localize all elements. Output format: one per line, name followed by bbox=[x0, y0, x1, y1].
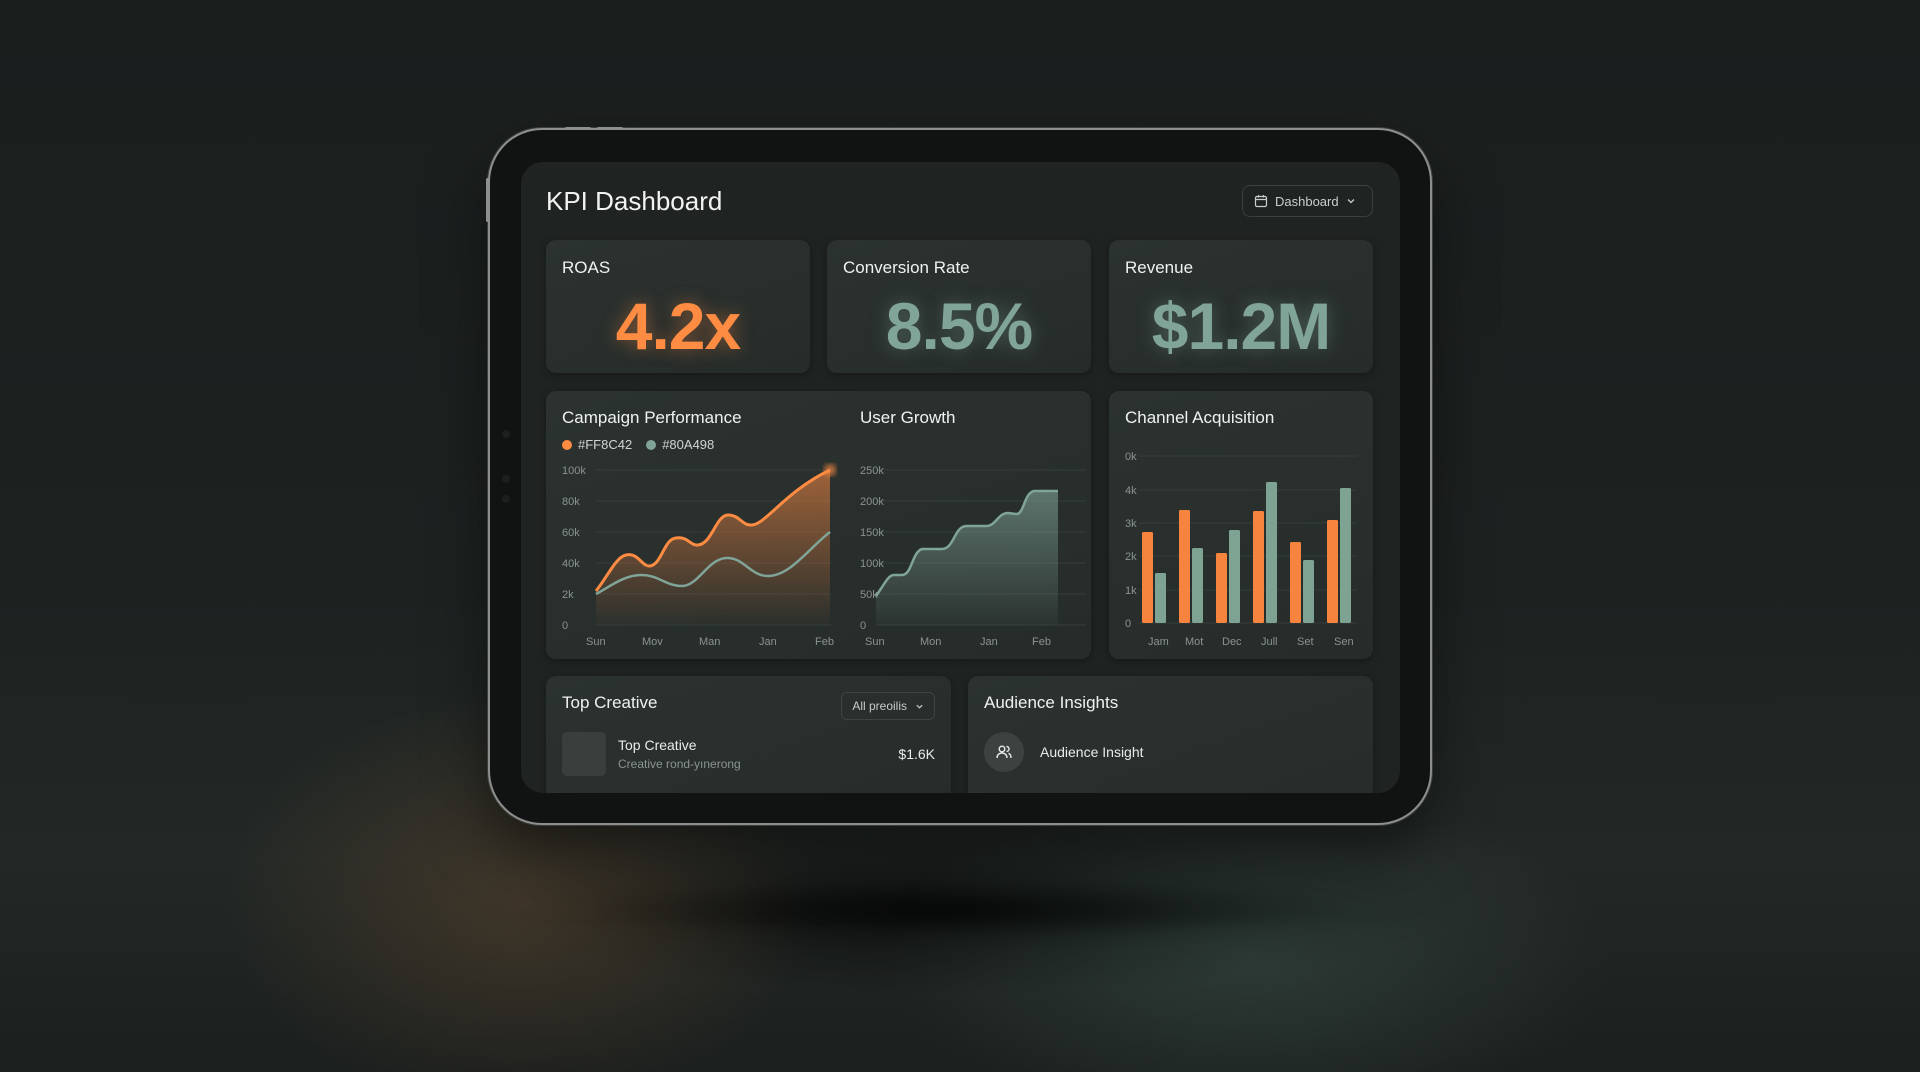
kpi-card-roas: ROAS 4.2x bbox=[546, 240, 810, 373]
svg-text:150k: 150k bbox=[860, 527, 884, 539]
svg-text:Sen: Sen bbox=[1334, 636, 1354, 648]
dropdown-label: Dashboard bbox=[1275, 193, 1339, 209]
creative-thumbnail[interactable] bbox=[562, 732, 606, 776]
creative-subtitle: Creative rond-yınerong bbox=[618, 757, 741, 771]
svg-text:4k: 4k bbox=[1125, 485, 1137, 497]
kpi-value: $1.2M bbox=[1151, 289, 1331, 363]
svg-text:0k: 0k bbox=[1125, 451, 1137, 463]
dashboard-dropdown[interactable]: Dashboard bbox=[1242, 185, 1373, 217]
svg-text:0: 0 bbox=[860, 620, 866, 632]
svg-text:Mov: Mov bbox=[642, 636, 663, 648]
campaign-performance-chart: 100k 80k 60k 40k 2k 0 Sun Mov Man Jan Feb bbox=[562, 464, 836, 648]
svg-text:Mon: Mon bbox=[920, 636, 941, 648]
calendar-icon bbox=[1254, 195, 1268, 208]
kpi-value: 4.2x bbox=[615, 289, 741, 363]
svg-text:Jull: Jull bbox=[1261, 636, 1278, 648]
svg-text:40k: 40k bbox=[562, 558, 580, 570]
svg-text:2k: 2k bbox=[562, 589, 574, 601]
charts-card: Campaign Performance #FF8C42 #80A498 Use… bbox=[546, 391, 1091, 659]
sensor-dot bbox=[502, 475, 510, 483]
sensor-dot bbox=[502, 430, 510, 438]
power-button bbox=[486, 178, 489, 222]
kpi-card-revenue: Revenue $1.2M bbox=[1109, 240, 1373, 373]
tablet-device: KPI Dashboard Dashboard ROAS 4.2x Conver… bbox=[486, 127, 1430, 823]
svg-text:Feb: Feb bbox=[1032, 636, 1051, 648]
user-growth-title: User Growth bbox=[860, 408, 956, 427]
svg-text:2k: 2k bbox=[1125, 551, 1137, 563]
volume-button bbox=[565, 127, 591, 130]
users-icon bbox=[996, 745, 1012, 759]
period-filter-dropdown[interactable]: All preoilis bbox=[841, 692, 935, 720]
user-growth-chart: 250k 200k 150k 100k 50k 0 Sun Mon Jan Feb bbox=[860, 465, 1086, 648]
svg-text:100k: 100k bbox=[562, 465, 586, 477]
page-title: KPI Dashboard bbox=[546, 186, 723, 216]
svg-text:100k: 100k bbox=[860, 558, 884, 570]
filter-label: All preoilis bbox=[852, 699, 907, 713]
tablet-shadow bbox=[560, 880, 1380, 940]
channel-acquisition-card: Channel Acquisition 0k 4k 3k 2k 1k 0 Jam Mot D… bbox=[1109, 391, 1373, 659]
kpi-card-conversion-rate: Conversion Rate 8.5% bbox=[827, 240, 1091, 373]
svg-text:0: 0 bbox=[562, 620, 568, 632]
kpi-value: 8.5% bbox=[885, 289, 1033, 363]
channel-acquisition-title: Channel Acquisition bbox=[1125, 408, 1275, 427]
svg-text:0: 0 bbox=[1125, 618, 1131, 630]
chevron-down-icon bbox=[916, 704, 923, 709]
svg-text:3k: 3k bbox=[1125, 518, 1137, 530]
svg-text:Mot: Mot bbox=[1185, 636, 1203, 648]
channel-acquisition-chart: 0k 4k 3k 2k 1k 0 Jam Mot Dec Jull Set Sen bbox=[1125, 451, 1357, 648]
creative-value: $1.6K bbox=[898, 746, 935, 762]
kpi-label: Revenue bbox=[1125, 258, 1194, 277]
top-creative-card: Top Creative All preoilis Top Creative C… bbox=[546, 676, 951, 793]
svg-text:Sun: Sun bbox=[586, 636, 606, 648]
svg-text:200k: 200k bbox=[860, 496, 884, 508]
chevron-down-icon bbox=[1347, 199, 1355, 204]
top-creative-title: Top Creative bbox=[562, 693, 658, 712]
svg-text:Jan: Jan bbox=[759, 636, 777, 648]
legend-item: #80A498 bbox=[646, 437, 714, 452]
svg-text:Dec: Dec bbox=[1222, 636, 1242, 648]
svg-text:Man: Man bbox=[699, 636, 720, 648]
svg-text:Sun: Sun bbox=[865, 636, 885, 648]
kpi-label: Conversion Rate bbox=[843, 258, 970, 277]
audience-avatar bbox=[984, 732, 1024, 772]
legend-item: #FF8C42 bbox=[562, 437, 632, 452]
sensor-dot bbox=[502, 495, 510, 503]
svg-text:250k: 250k bbox=[860, 465, 884, 477]
volume-button bbox=[597, 127, 623, 130]
svg-text:50k: 50k bbox=[860, 589, 878, 601]
audience-insight-label[interactable]: Audience Insight bbox=[1040, 744, 1144, 760]
audience-insights-card: Audience Insights Audience Insight bbox=[968, 676, 1373, 793]
dashboard-screen: KPI Dashboard Dashboard ROAS 4.2x Conver… bbox=[521, 162, 1400, 793]
creative-title[interactable]: Top Creative bbox=[618, 737, 697, 753]
campaign-legend: #FF8C42 #80A498 bbox=[562, 437, 714, 452]
campaign-performance-title: Campaign Performance bbox=[562, 408, 742, 427]
svg-text:Jam: Jam bbox=[1148, 636, 1169, 648]
svg-text:Jan: Jan bbox=[980, 636, 998, 648]
svg-text:Set: Set bbox=[1297, 636, 1314, 648]
svg-text:60k: 60k bbox=[562, 527, 580, 539]
audience-insights-title: Audience Insights bbox=[984, 693, 1119, 712]
kpi-label: ROAS bbox=[562, 258, 611, 277]
svg-text:80k: 80k bbox=[562, 496, 580, 508]
svg-text:Feb: Feb bbox=[815, 636, 834, 648]
svg-text:1k: 1k bbox=[1125, 585, 1137, 597]
